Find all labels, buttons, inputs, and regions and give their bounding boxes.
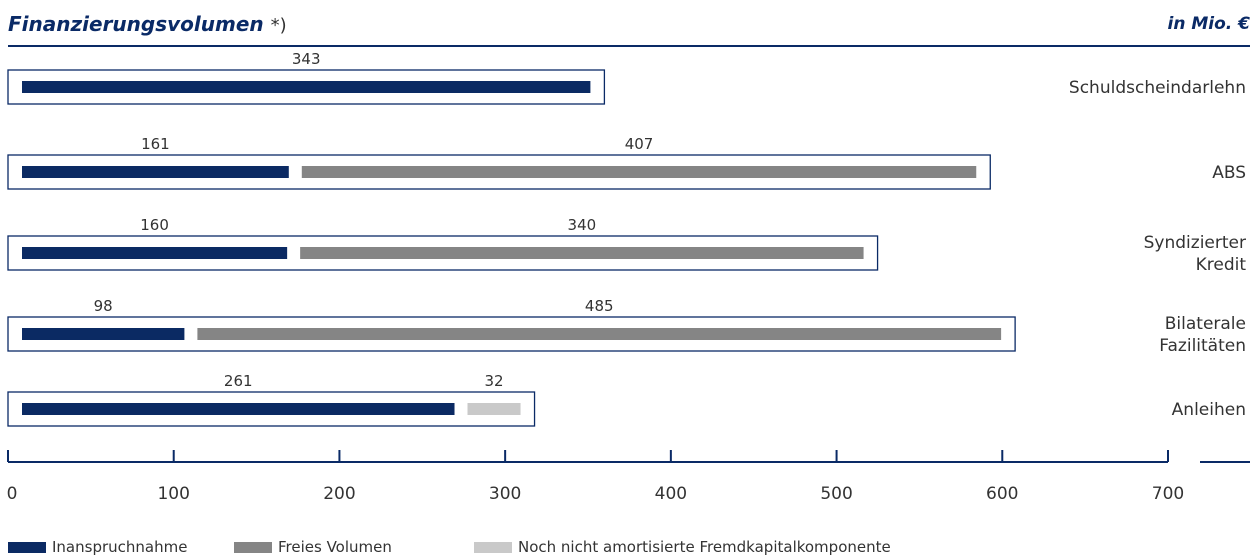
data-label: 485 — [585, 297, 614, 315]
x-tick-label: 600 — [986, 484, 1018, 504]
unit-label: in Mio. € — [1167, 14, 1250, 34]
legend-swatch-drawn — [8, 542, 46, 553]
bar-segment — [22, 166, 289, 178]
header-rule — [8, 45, 1250, 47]
bar-segment — [22, 403, 455, 415]
legend-swatch-unamortized — [474, 542, 512, 553]
legend-label-drawn: Inanspruchnahme — [52, 538, 188, 556]
category-label: ABS — [1212, 163, 1246, 183]
bar-row: 343 Schuldscheindarlehn — [7, 50, 1246, 105]
x-tick-label: 400 — [655, 484, 687, 504]
bar-segment — [22, 328, 185, 340]
data-label: 161 — [141, 135, 170, 153]
legend-item-unamortized: Noch nicht amortisierte Fremdkapitalkomp… — [474, 538, 891, 556]
legend-label-unamortized: Noch nicht amortisierte Fremdkapitalkomp… — [518, 538, 891, 556]
bar-frame — [7, 154, 991, 190]
bar-row: 161 407 ABS — [7, 135, 1246, 190]
category-label: Bilaterale — [1165, 314, 1246, 334]
data-label: 407 — [625, 135, 654, 153]
legend-item-drawn: Inanspruchnahme — [8, 538, 187, 556]
category-label: Fazilitäten — [1159, 336, 1246, 356]
x-tick-label: 700 — [1152, 484, 1184, 504]
x-tick-label: 200 — [323, 484, 355, 504]
data-label: 32 — [484, 372, 503, 390]
legend-swatch-free — [234, 542, 272, 553]
x-tick-label: 300 — [489, 484, 521, 504]
data-label: 160 — [140, 216, 169, 234]
x-tick-label: 500 — [820, 484, 852, 504]
data-label: 261 — [224, 372, 253, 390]
data-label: 340 — [568, 216, 597, 234]
legend-label-free: Freies Volumen — [278, 538, 392, 556]
bar-segment — [22, 81, 591, 93]
bar-segment — [301, 166, 977, 178]
category-label: Syndizierter — [1144, 233, 1246, 253]
chart-header: Finanzierungsvolumen *) in Mio. € — [8, 10, 1250, 42]
bar-segment — [22, 247, 288, 259]
chart-title: Finanzierungsvolumen *) — [8, 12, 287, 36]
bar-frame — [7, 316, 1016, 352]
data-label: 343 — [292, 50, 321, 68]
category-label: Schuldscheindarlehn — [1069, 78, 1246, 98]
data-label: 98 — [94, 297, 113, 315]
title-footnote-mark: *) — [270, 15, 287, 36]
category-label: Anleihen — [1172, 400, 1246, 420]
legend-item-free: Freies Volumen — [234, 538, 392, 556]
bar-segment — [300, 247, 864, 259]
bar-row: 261 32 Anleihen — [7, 372, 1246, 427]
bar-segment — [197, 328, 1002, 340]
bar-frame — [7, 69, 606, 105]
category-label: Kredit — [1196, 255, 1247, 275]
bar-frame — [7, 235, 879, 271]
bar-frame — [7, 391, 536, 427]
bar-segment — [467, 403, 521, 415]
x-tick-label: 0 — [7, 484, 18, 504]
x-tick-label: 100 — [157, 484, 189, 504]
